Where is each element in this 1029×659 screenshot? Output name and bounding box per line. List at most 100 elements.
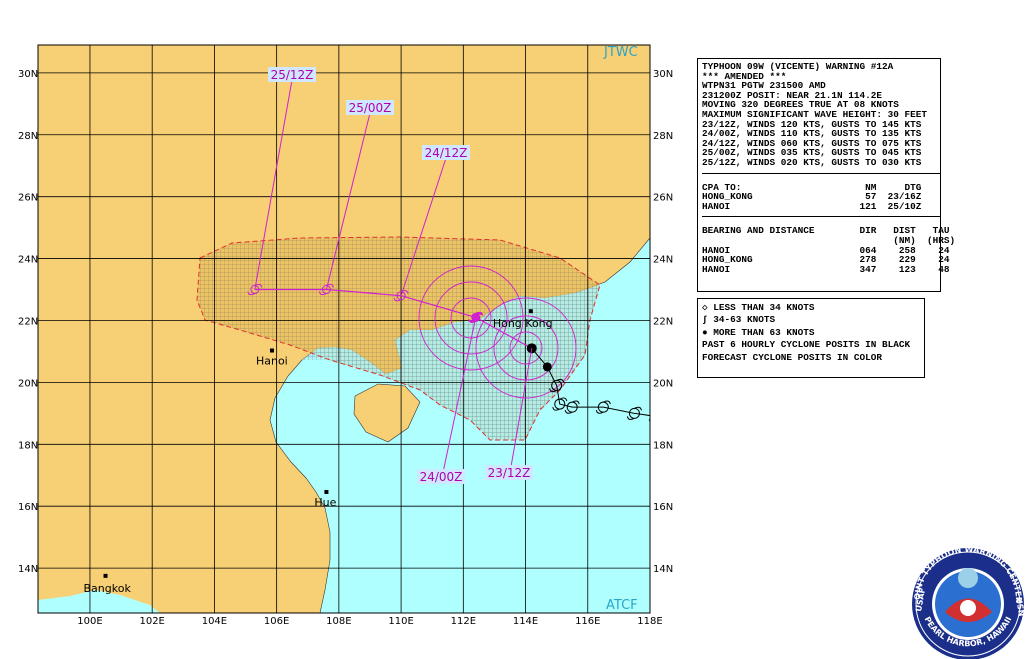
warning-line: WTPN31 PGTW 231500 AMD [702, 80, 826, 92]
lon-tick-label: 102E [139, 616, 164, 627]
legend-symbol: ʃ [702, 314, 714, 326]
cpa-line: HANOI 121 25/10Z [702, 200, 922, 212]
label-leader [440, 317, 477, 483]
warning-line: TYPHOON 09W (VICENTE) WARNING #12A [702, 61, 894, 72]
forecast-label: 23/12Z [488, 466, 531, 480]
past-posit [549, 378, 565, 393]
place-marker [324, 489, 329, 494]
past-posit [564, 400, 580, 414]
warning-line: MOVING 320 DEGREES TRUE AT 08 KNOTS [702, 99, 899, 111]
forecast-label: 25/00Z [349, 101, 392, 115]
lat-tick-label: 24N [18, 255, 38, 266]
place-marker [103, 573, 108, 578]
labels: Hanoi Hong Kong Hue Bangkok 23/12Z 24/00Z 24/1… [84, 67, 553, 595]
warning-line: MAXIMUM SIGNIFICANT WAVE HEIGHT: 30 FEET [702, 108, 928, 120]
lon-tick-label: 118E [637, 616, 662, 627]
lat-tick-label: 18N [653, 440, 673, 451]
lat-tick-label: 20N [653, 378, 673, 389]
place-label: Hong Kong [493, 317, 553, 330]
warning-line: 24/00Z, WINDS 110 KTS, GUSTS TO 135 KTS [702, 128, 922, 140]
map-frame [37, 44, 651, 614]
lon-tick-label: 106E [264, 616, 289, 627]
bearing-line: (NM) (HRS) [702, 234, 956, 246]
lat-tick-label: 26N [18, 193, 38, 204]
bearing-line: HONG_KONG 278 229 24 [702, 254, 950, 266]
lat-tick-label: 30N [653, 69, 673, 80]
separator [702, 172, 940, 174]
warning-panel: TYPHOON 09W (VICENTE) WARNING #12A *** AM… [697, 58, 956, 292]
place-marker [528, 309, 533, 314]
lat-tick-label: 22N [18, 316, 38, 327]
hainan [353, 383, 421, 443]
cpa-line: HONG_KONG 57 23/16Z [702, 191, 922, 203]
corner-label: JTWC [603, 45, 638, 60]
legend-symbol: ● [702, 326, 714, 338]
lat-tick-label: 16N [653, 502, 673, 513]
forecast-label: 24/00Z [420, 470, 463, 484]
bearing-line: HANOI 347 123 48 [702, 263, 950, 275]
warning-line: 25/12Z, WINDS 020 KTS, GUSTS TO 030 KTS [702, 156, 922, 168]
place-label: Bangkok [84, 582, 132, 595]
legend-text: 34-63 KNOTS [713, 314, 776, 326]
forecast-label: 25/12Z [271, 68, 314, 82]
place-label: Hue [314, 496, 336, 509]
label-box [485, 465, 533, 480]
legend-row: ʃ 34-63 KNOTS [702, 314, 924, 326]
logo-right: USN [1014, 597, 1026, 617]
label-box [268, 67, 316, 82]
place-label: Hanoi [256, 355, 288, 368]
bearing-line: BEARING AND DISTANCE DIR DIST TAU [702, 225, 950, 237]
lon-tick-label: 104E [202, 616, 227, 627]
lat-tick-label: 28N [653, 131, 673, 142]
lat-tick-label: 22N [653, 316, 673, 327]
label-leader [508, 348, 533, 479]
legend-panel: ◇ LESS THAN 34 KNOTS ʃ 34-63 KNOTS ● MORE … [697, 298, 925, 378]
lon-tick-label: 116E [575, 616, 600, 627]
past-posit [626, 406, 642, 420]
legend-row: ◇ LESS THAN 34 KNOTS [702, 302, 924, 314]
lon-tick-label: 100E [77, 616, 102, 627]
map-body [38, 45, 650, 613]
label-leader [400, 157, 447, 296]
lat-tick-label: 18N [18, 440, 38, 451]
label-leader [325, 112, 371, 290]
past-posit [648, 419, 650, 423]
warning-line: 24/12Z, WINDS 060 KTS, GUSTS TO 075 KTS [702, 137, 922, 149]
label-box [422, 145, 470, 160]
lat-tick-label: 14N [653, 564, 673, 575]
lon-tick-label: 114E [513, 616, 538, 627]
past-posit [542, 362, 552, 372]
bearing-line: HANOI 064 258 24 [702, 244, 950, 256]
lat-tick-label: 16N [18, 502, 38, 513]
legend-text: MORE THAN 63 KNOTS [713, 326, 815, 338]
legend-text: LESS THAN 34 KNOTS [713, 302, 815, 313]
lat-tick-label: 20N [18, 378, 38, 389]
separator [702, 216, 940, 218]
lat-tick-label: 24N [653, 255, 673, 266]
legend-note: PAST 6 HOURLY CYCLONE POSITS IN BLACK [702, 339, 911, 351]
cpa-line: CPA TO: NM DTG [702, 181, 922, 193]
warning-line: 25/00Z, WINDS 035 KTS, GUSTS TO 045 KTS [702, 147, 922, 159]
warning-line: 231200Z POSIT: NEAR 21.1N 114.2E [702, 89, 883, 101]
legend-row: ● MORE THAN 63 KNOTS [702, 327, 924, 339]
lat-tick-label: 30N [18, 69, 38, 80]
legend-note: FORECAST CYCLONE POSITS IN COLOR [702, 351, 883, 363]
warning-line: *** AMENDED *** [702, 70, 787, 82]
legend-symbol: ◇ [702, 302, 714, 313]
lon-tick-label: 108E [326, 616, 351, 627]
lat-tick-label: 28N [18, 131, 38, 142]
danger-outline [196, 236, 601, 441]
grid [38, 45, 650, 613]
label-box [346, 100, 394, 115]
forecast-label: 24/12Z [425, 146, 468, 160]
corner-label: ATCF [606, 598, 638, 613]
lat-tick-label: 14N [18, 564, 38, 575]
label-leader [254, 79, 293, 290]
label-box [417, 469, 465, 484]
place-marker [269, 348, 274, 353]
past-posit [595, 400, 611, 414]
gulf-thailand [38, 590, 160, 613]
logo-left: USAF [914, 587, 927, 612]
